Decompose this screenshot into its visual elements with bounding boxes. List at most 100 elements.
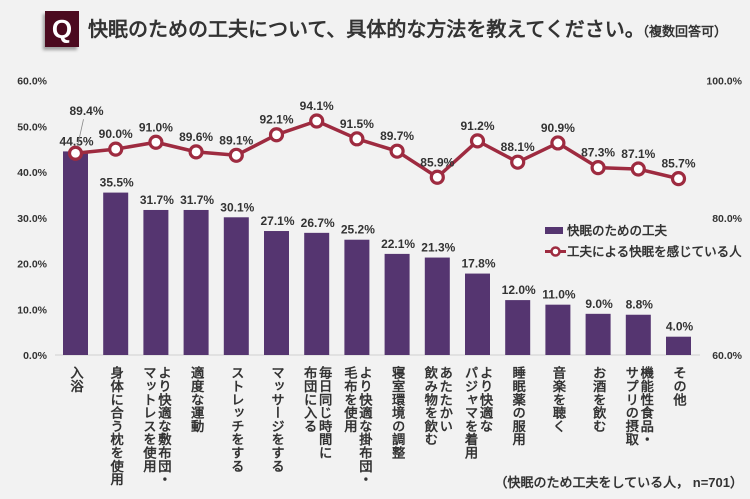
line-data-label: 91.0% xyxy=(139,120,173,134)
bar xyxy=(465,273,490,355)
question-badge: Q xyxy=(45,11,79,47)
bar xyxy=(223,217,249,355)
left-axis-tick-label: 0.0% xyxy=(23,350,48,362)
line-data-label: 90.9% xyxy=(541,121,575,135)
bar-data-labels: 44.5% 35.5% 31.7% 31.7% 30.1% 27.1% 26.7% 25.2%… xyxy=(59,134,693,333)
bar-data-label: 11.0% xyxy=(542,288,576,302)
line-data-label: 85.9% xyxy=(420,155,454,169)
bar xyxy=(344,239,370,355)
x-axis-category-label: より快適な掛布団・ 毛布を使用 xyxy=(342,366,373,486)
bar-data-label: 9.0% xyxy=(585,297,613,311)
line-data-label: 87.1% xyxy=(621,147,655,161)
line-point xyxy=(429,169,445,185)
x-axis-category-label: お酒を飲む xyxy=(591,366,607,433)
legend-bar-swatch xyxy=(545,227,563,234)
multiple-answer-note: （複数回答可） xyxy=(636,24,728,39)
x-axis-category-label: より快適な パジャマを着用 xyxy=(463,366,493,460)
line-data-label: 91.2% xyxy=(460,119,494,133)
bar-data-label: 21.3% xyxy=(421,241,455,255)
line-point xyxy=(309,113,325,129)
left-axis-tick-label: 20.0% xyxy=(17,259,47,271)
x-axis-category-label: 機能性食品・ サプリの摂取 xyxy=(623,366,654,446)
line-point xyxy=(389,143,405,159)
left-axis-tick-label: 40.0% xyxy=(17,167,47,179)
line-data-label: 87.3% xyxy=(581,146,615,160)
line-data-label: 89.1% xyxy=(219,133,253,147)
axes: 0.0% 10.0% 20.0% 30.0% 40.0% 50.0% 60.0% 60.0% 8… xyxy=(17,76,742,363)
label-leader-line xyxy=(77,119,84,147)
x-axis-category-label: マッサージをする xyxy=(269,366,285,473)
right-axis-tick-label: 100.0% xyxy=(706,76,742,88)
line-data-labels: 89.4% 90.0% 91.0% 89.6% 89.1% 92.1% 94.1% 91.5%… xyxy=(69,99,695,171)
x-axis-category-label: より快適な敷布団・ マットレスを使用 xyxy=(141,366,172,486)
bar-data-label: 30.1% xyxy=(220,200,254,214)
bar-data-label: 26.7% xyxy=(301,216,335,230)
x-axis-category-label: あたたかい 飲み物を飲む xyxy=(422,366,453,446)
bar xyxy=(625,314,651,355)
bar xyxy=(264,231,289,355)
bar-data-label: 27.1% xyxy=(260,214,294,228)
bar-data-label: 8.8% xyxy=(626,298,654,312)
line-point xyxy=(268,127,285,143)
line-data-label: 89.4% xyxy=(69,104,103,118)
left-axis-tick-label: 30.0% xyxy=(17,213,47,225)
legend-bar-label: 快眠のための工夫 xyxy=(567,223,668,238)
bar-data-label: 4.0% xyxy=(666,320,694,334)
x-axis-category-label: 身体に合う枕を使用 xyxy=(108,366,124,486)
x-axis-category-label: 睡眠薬の服用 xyxy=(510,366,526,446)
line-point xyxy=(670,171,687,187)
line-point xyxy=(148,134,164,150)
x-axis-category-label: その他 xyxy=(671,366,687,406)
bar xyxy=(143,209,169,355)
x-axis-category-label: 入浴 xyxy=(68,366,84,393)
bar xyxy=(183,209,209,355)
bar xyxy=(666,336,691,355)
bar xyxy=(545,304,571,355)
line-point xyxy=(228,147,244,163)
line-point xyxy=(590,160,606,176)
line-point xyxy=(188,144,204,160)
bar-data-label: 31.7% xyxy=(140,193,174,207)
line-data-label: 92.1% xyxy=(259,113,293,127)
bar-data-label: 12.0% xyxy=(502,283,536,297)
x-axis-category-label: 寝室環境の調整 xyxy=(390,366,406,460)
line-point xyxy=(550,135,566,151)
right-axis-tick-label: 60.0% xyxy=(712,350,742,362)
line-data-label: 90.0% xyxy=(99,127,133,141)
left-axis-tick-label: 10.0% xyxy=(17,304,47,316)
bar xyxy=(103,192,129,355)
line-data-label: 88.1% xyxy=(501,140,535,154)
bar xyxy=(63,151,88,355)
bar-series xyxy=(63,151,691,355)
bar xyxy=(424,257,450,355)
bar-data-label: 17.8% xyxy=(461,257,495,271)
bar-data-label: 31.7% xyxy=(180,193,214,207)
line-data-label: 85.7% xyxy=(661,157,695,171)
line-point xyxy=(67,145,84,161)
x-axis-category-label: 適度な運動 xyxy=(189,366,205,433)
bar-data-label: 44.5% xyxy=(59,134,93,148)
line-point xyxy=(349,131,365,147)
bar-data-label: 35.5% xyxy=(100,176,134,190)
x-axis-category-label: ストレッチをする xyxy=(229,366,245,473)
line-data-label: 89.6% xyxy=(179,130,213,144)
sample-footnote: （快眠のため工夫をしている人， n=701） xyxy=(494,475,743,490)
line-point xyxy=(469,133,486,149)
line-point xyxy=(108,141,124,157)
line-series xyxy=(67,113,687,187)
bar-data-label: 25.2% xyxy=(341,223,375,237)
left-axis-tick-label: 50.0% xyxy=(17,121,47,133)
bar xyxy=(304,232,330,355)
legend-line-label: 工夫による快眠を感じている人 xyxy=(567,244,742,259)
bar xyxy=(384,253,410,355)
line-point xyxy=(630,161,646,177)
x-axis-category-label: 音楽を聴く xyxy=(550,366,566,433)
line-data-label: 94.1% xyxy=(300,99,334,113)
line-data-label: 89.7% xyxy=(380,129,414,143)
legend-line-marker xyxy=(550,246,561,257)
bar-data-label: 22.1% xyxy=(381,237,415,251)
question-title: 快眠のための工夫について、具体的な方法を教えてください。 xyxy=(88,19,645,41)
bar xyxy=(505,300,531,355)
